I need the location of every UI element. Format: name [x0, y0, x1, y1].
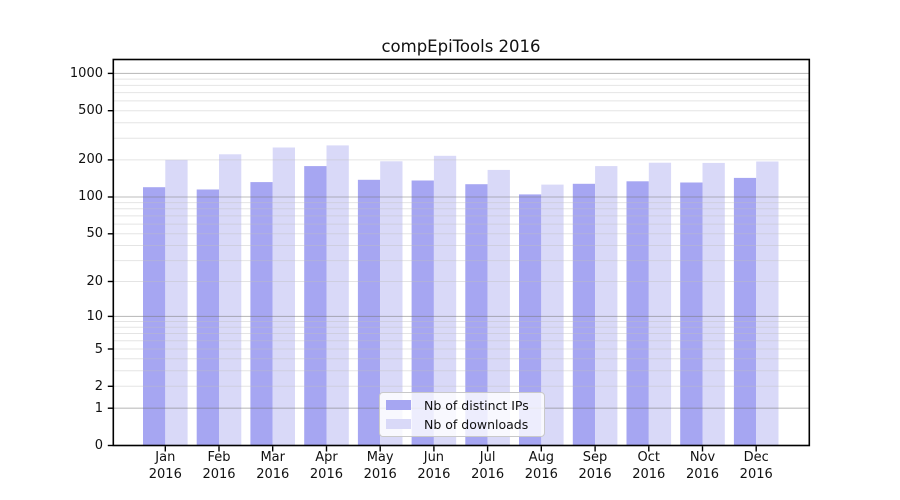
x-tick-label: Oct 2016 [632, 450, 666, 482]
bar-distinct-ips [143, 187, 166, 446]
bar-downloads [648, 162, 672, 446]
legend-label-downloads: Nb of downloads [424, 416, 529, 432]
bar-distinct-ips [465, 184, 488, 446]
legend: Nb of distinct IPs Nb of downloads [379, 392, 545, 437]
bar-downloads [326, 145, 349, 446]
bar-distinct-ips [196, 189, 219, 446]
x-tick-label: Mar 2016 [256, 450, 290, 482]
bar-distinct-ips [572, 183, 596, 446]
legend-entry-downloads: Nb of downloads [386, 415, 536, 433]
x-tick-label: Feb 2016 [202, 450, 236, 482]
x-tick-label: Jun 2016 [417, 450, 451, 482]
bar-downloads [165, 159, 188, 446]
x-tick-label: Aug 2016 [524, 450, 558, 482]
legend-label-distinct-ips: Nb of distinct IPs [424, 397, 529, 413]
bar-downloads [756, 161, 779, 446]
bar-distinct-ips [733, 177, 757, 446]
bar-downloads [219, 154, 242, 446]
x-tick-label: Nov 2016 [685, 450, 720, 482]
x-tick-label: Dec 2016 [739, 450, 773, 482]
bar-downloads [595, 166, 618, 446]
x-tick-label: Apr 2016 [309, 450, 343, 482]
bar-distinct-ips [250, 182, 273, 446]
y-tick-label: 100 [78, 189, 103, 205]
y-tick-label: 200 [78, 152, 103, 168]
legend-entry-distinct-ips: Nb of distinct IPs [386, 396, 536, 414]
bar-downloads [487, 169, 510, 446]
y-tick-label: 1000 [69, 65, 103, 81]
bar-downloads [702, 162, 725, 446]
plot-frame [112, 58, 811, 447]
chart-title: compEpiTools 2016 [381, 37, 541, 56]
legend-swatch-distinct-ips [386, 400, 411, 410]
bar-distinct-ips [680, 182, 703, 446]
y-tick-label: 500 [78, 103, 103, 119]
bar-downloads [380, 161, 403, 446]
y-tick-label: 2 [94, 378, 103, 394]
legend-swatch-downloads [386, 419, 411, 429]
bar-distinct-ips [519, 194, 542, 446]
bar-distinct-ips [626, 181, 649, 446]
bar-distinct-ips [357, 179, 381, 446]
bar-downloads [433, 155, 457, 446]
y-tick-label: 10 [86, 308, 103, 324]
x-tick-label: May 2016 [363, 450, 397, 482]
bar-distinct-ips [304, 166, 327, 446]
y-tick-label: 5 [94, 341, 103, 357]
y-tick-label: 50 [86, 226, 103, 242]
x-tick-label: Jan 2016 [148, 450, 182, 482]
bar-downloads [272, 147, 295, 446]
y-tick-label: 1 [94, 400, 103, 416]
x-tick-label: Jul 2016 [471, 450, 505, 482]
bar-downloads [541, 184, 564, 446]
y-tick-label: 20 [86, 274, 103, 290]
bar-distinct-ips [411, 180, 434, 446]
y-tick-label: 0 [94, 438, 103, 453]
x-tick-label: Sep 2016 [578, 450, 612, 482]
